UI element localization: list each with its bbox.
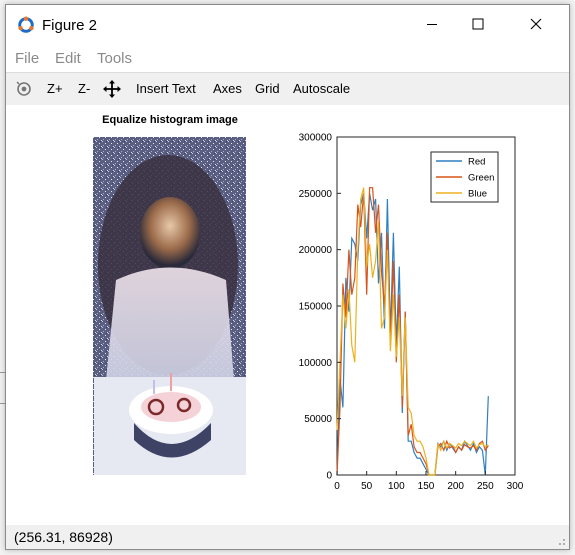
series-line-blue	[336, 187, 489, 476]
rotate-icon[interactable]	[16, 81, 32, 97]
figure-svg: Equalize histogram image 0 50 100 150 200 250…	[93, 114, 524, 493]
x-tick-label: 0	[334, 481, 340, 492]
y-tick-label: 100000	[299, 358, 333, 369]
maximize-button[interactable]	[455, 5, 501, 43]
insert-text-button[interactable]: Insert Text	[136, 81, 196, 96]
minimize-button[interactable]	[409, 5, 455, 43]
title-bar[interactable]: Figure 2	[6, 5, 569, 43]
zoom-out-button[interactable]: Z-	[78, 81, 91, 96]
close-icon	[530, 18, 542, 30]
maximize-icon	[472, 18, 484, 30]
y-tick-label: 200000	[299, 245, 333, 256]
legend-label-green: Green	[468, 173, 494, 184]
x-tick-label: 250	[477, 481, 494, 492]
series-line-red	[336, 193, 489, 476]
x-tick-label: 150	[418, 481, 435, 492]
resize-grip-icon[interactable]	[556, 536, 566, 546]
y-tick-label: 300000	[299, 133, 333, 144]
figure-window: Figure 2 File Edit Tools Z+ Z- Insert Te…	[5, 4, 570, 550]
autoscale-button[interactable]: Autoscale	[293, 81, 351, 96]
image-title: Equalize histogram image	[102, 114, 238, 126]
y-tick-label: 0	[326, 471, 332, 482]
zoom-in-button[interactable]: Z+	[47, 81, 63, 96]
axes-button[interactable]: Axes	[213, 81, 242, 96]
cursor-coordinates: (256.31, 86928)	[14, 529, 113, 545]
y-tick-label: 250000	[299, 189, 333, 200]
menu-file[interactable]: File	[15, 50, 40, 67]
y-tick-label: 50000	[304, 414, 332, 425]
window-title: Figure 2	[42, 17, 98, 34]
pan-icon[interactable]	[103, 80, 121, 98]
figure-canvas[interactable]: Equalize histogram image 0 50 100 150 200 250…	[6, 105, 569, 525]
x-tick-label: 100	[388, 481, 405, 492]
close-button[interactable]	[513, 5, 559, 43]
figure-toolbar: Z+ Z- Insert Text Axes Grid Autoscale	[6, 72, 569, 106]
legend-label-red: Red	[468, 157, 485, 168]
series-line-green	[336, 187, 489, 476]
menu-edit[interactable]: Edit	[55, 50, 81, 67]
octave-app-icon	[18, 16, 34, 33]
x-tick-label: 50	[361, 481, 373, 492]
equalized-image	[93, 137, 246, 475]
menu-bar: File Edit Tools	[6, 45, 569, 71]
menu-tools[interactable]: Tools	[97, 50, 133, 67]
y-tick-label: 150000	[299, 302, 333, 313]
minimize-icon	[427, 24, 437, 25]
status-bar: (256.31, 86928)	[6, 525, 569, 549]
x-tick-label: 300	[507, 481, 524, 492]
legend-label-blue: Blue	[468, 189, 487, 200]
grid-button[interactable]: Grid	[255, 81, 280, 96]
x-tick-label: 200	[447, 481, 464, 492]
histogram-chart: 0 50 100 150 200 250 300 0 50000 100000 150000 2000…	[299, 133, 524, 493]
